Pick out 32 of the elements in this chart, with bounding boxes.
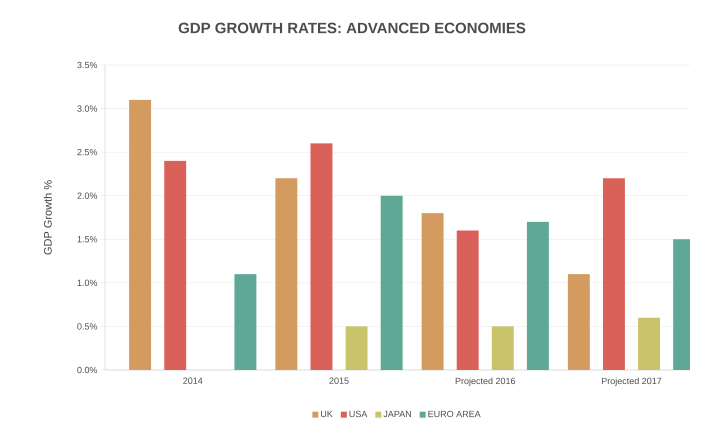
y-tick-label: 1.5%: [78, 236, 98, 242]
x-tick-label: Projected 2016: [456, 378, 516, 386]
bar: [526, 222, 549, 370]
bar: [456, 230, 479, 370]
y-tick-label: 2.5%: [77, 148, 98, 156]
bar: [422, 213, 444, 370]
bar: [234, 274, 256, 370]
bar: [638, 318, 660, 370]
bar: [602, 178, 625, 370]
legend-label: EURO AREA: [428, 410, 481, 418]
y-tick-label: 0.0%: [77, 366, 98, 374]
legend-label: UK: [321, 410, 333, 418]
x-tick-label: Projected 2017: [602, 378, 662, 386]
bar: [129, 100, 152, 370]
bar: [380, 196, 403, 370]
y-tick-label: 0.5%: [77, 323, 98, 330]
bar: [310, 143, 332, 370]
y-axis-title: GDP Growth %: [44, 180, 52, 255]
chart-title: GDP GROWTH RATES: ADVANCED ECONOMIES: [178, 22, 526, 34]
legend-label: JAPAN: [383, 410, 411, 418]
bar: [568, 274, 590, 370]
bar: [492, 326, 514, 370]
x-tick-label: 2015: [329, 378, 349, 384]
bar: [164, 160, 186, 370]
bar: [346, 326, 368, 370]
y-tick-label: 3.5%: [77, 62, 98, 68]
legend-label: USA: [350, 410, 368, 418]
x-tick-label: 2014: [183, 378, 202, 384]
y-tick-label: 2.0%: [77, 192, 98, 199]
y-tick-label: 3.0%: [77, 105, 98, 112]
y-tick-label: 1.0%: [78, 280, 98, 286]
bar: [275, 178, 298, 370]
